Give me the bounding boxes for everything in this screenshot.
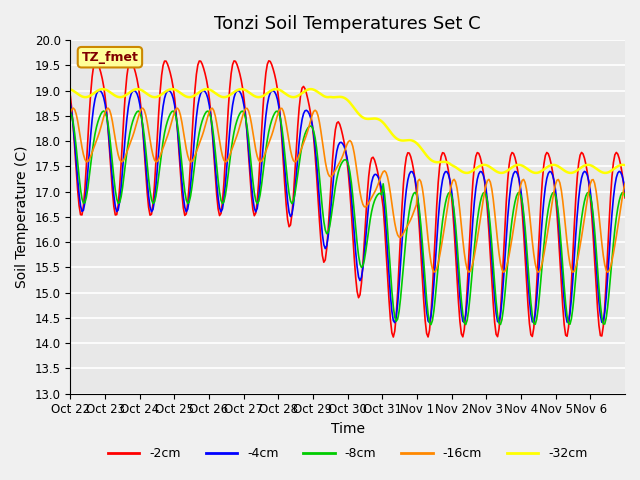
- Legend: -2cm, -4cm, -8cm, -16cm, -32cm: -2cm, -4cm, -8cm, -16cm, -32cm: [103, 442, 593, 465]
- Title: Tonzi Soil Temperatures Set C: Tonzi Soil Temperatures Set C: [214, 15, 481, 33]
- Text: TZ_fmet: TZ_fmet: [81, 51, 138, 64]
- X-axis label: Time: Time: [331, 422, 365, 436]
- Y-axis label: Soil Temperature (C): Soil Temperature (C): [15, 145, 29, 288]
